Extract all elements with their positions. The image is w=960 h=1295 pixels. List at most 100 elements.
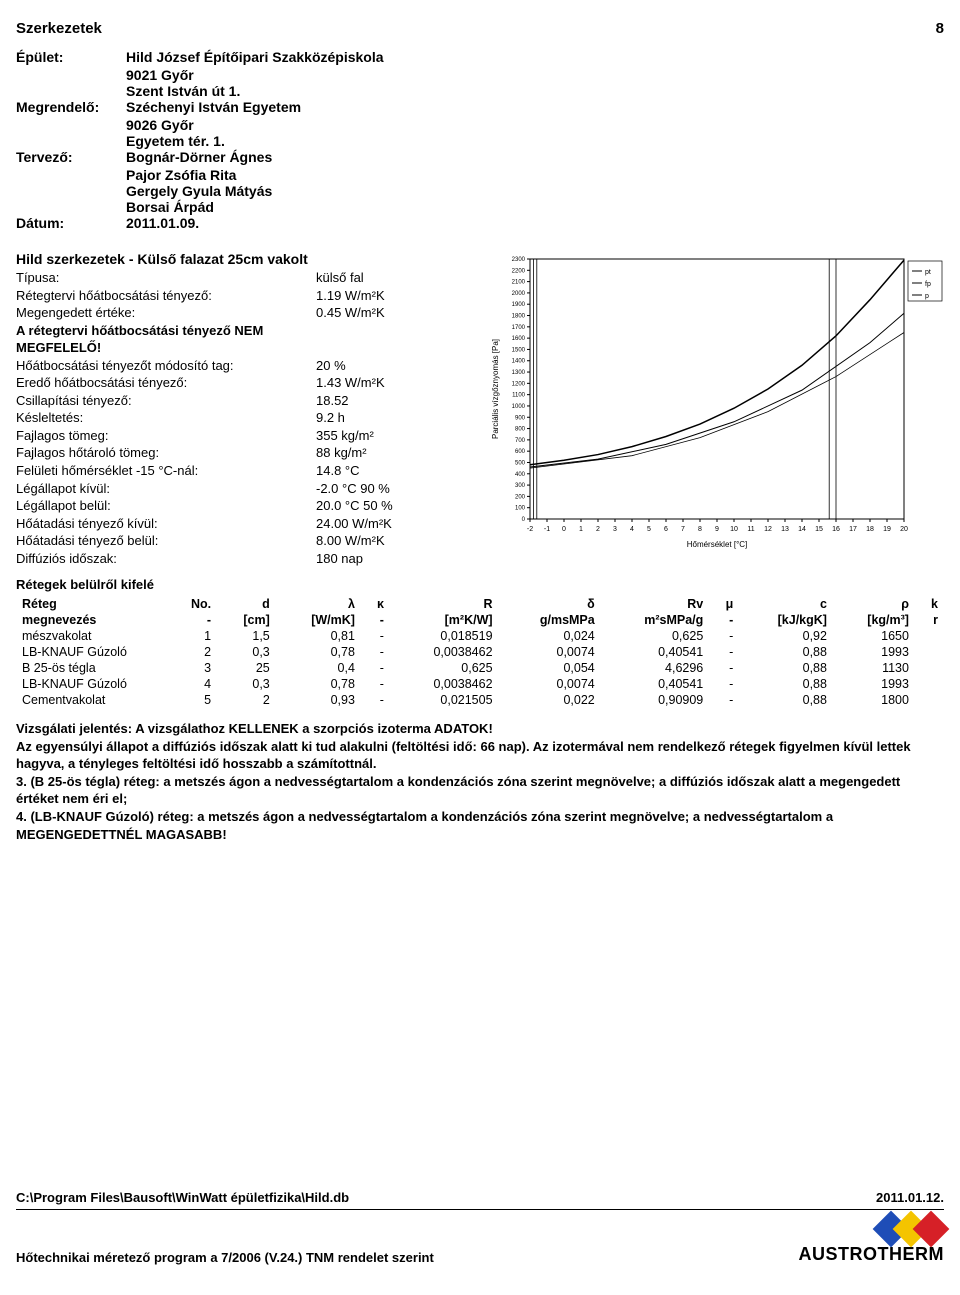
header-value: 2011.01.09. xyxy=(126,215,199,231)
prop-value: 0.45 W/m²K xyxy=(316,304,476,322)
col-header: μ xyxy=(709,596,739,612)
cell: 0,625 xyxy=(601,628,710,644)
col-header: c xyxy=(739,596,833,612)
cell: Cementvakolat xyxy=(16,692,168,708)
prop-value: 20.0 °C 50 % xyxy=(316,497,476,515)
svg-text:1600: 1600 xyxy=(512,336,526,342)
cell: - xyxy=(361,628,390,644)
cell: 0,054 xyxy=(499,660,601,676)
svg-text:7: 7 xyxy=(681,526,685,533)
svg-text:2100: 2100 xyxy=(512,280,526,286)
header-subvalue: Borsai Árpád xyxy=(126,199,944,215)
cell: - xyxy=(361,676,390,692)
svg-text:100: 100 xyxy=(515,506,526,512)
cell: 0,625 xyxy=(390,660,499,676)
cell: 0,021505 xyxy=(390,692,499,708)
svg-text:11: 11 xyxy=(747,526,754,533)
prop-value xyxy=(316,322,476,357)
col-header: k xyxy=(915,596,944,612)
prop-value: 88 kg/m² xyxy=(316,444,476,462)
svg-text:2000: 2000 xyxy=(512,291,526,297)
cell: 1800 xyxy=(833,692,915,708)
prop-value: külső fal xyxy=(316,269,476,287)
svg-text:8: 8 xyxy=(698,526,702,533)
svg-text:1200: 1200 xyxy=(512,381,526,387)
prop-label: Rétegtervi hőátbocsátási tényező: xyxy=(16,287,316,305)
cell: 25 xyxy=(217,660,276,676)
svg-text:-2: -2 xyxy=(527,526,533,533)
svg-text:9: 9 xyxy=(715,526,719,533)
cell: 0,018519 xyxy=(390,628,499,644)
footer-path: C:\Program Files\Bausoft\WinWatt épületf… xyxy=(16,1190,349,1205)
cell: - xyxy=(709,628,739,644)
note-line: 3. (B 25-ös tégla) réteg: a metszés ágon… xyxy=(16,773,944,808)
prop-label: Típusa: xyxy=(16,269,316,287)
layers-table: RétegNo.dλκRδRvμcρkmegnevezés-[cm][W/mK]… xyxy=(16,596,944,708)
cell: LB-KNAUF Gúzoló xyxy=(16,676,168,692)
header-value: Bognár-Dörner Ágnes xyxy=(126,149,272,165)
svg-text:5: 5 xyxy=(647,526,651,533)
svg-text:2200: 2200 xyxy=(512,268,526,274)
col-header: g/msMPa xyxy=(499,612,601,628)
header-label: Megrendelő: xyxy=(16,99,126,115)
footer: C:\Program Files\Bausoft\WinWatt épületf… xyxy=(16,1190,944,1265)
cell: 0,78 xyxy=(276,644,361,660)
cell: 1650 xyxy=(833,628,915,644)
cell: 0,4 xyxy=(276,660,361,676)
note-line: Az egyensúlyi állapot a diffúziós idősza… xyxy=(16,738,944,773)
svg-text:pt: pt xyxy=(925,269,931,276)
prop-label: Diffúziós időszak: xyxy=(16,550,316,568)
prop-label: Hőátadási tényező kívül: xyxy=(16,515,316,533)
col-header: No. xyxy=(168,596,217,612)
cell: - xyxy=(361,692,390,708)
cell: B 25-ös tégla xyxy=(16,660,168,676)
svg-text:10: 10 xyxy=(730,526,738,533)
page-number: 8 xyxy=(936,20,944,37)
svg-text:13: 13 xyxy=(781,526,789,533)
svg-text:19: 19 xyxy=(883,526,891,533)
cell: 0,3 xyxy=(217,644,276,660)
svg-text:900: 900 xyxy=(515,415,526,421)
cell: 0,90909 xyxy=(601,692,710,708)
cell: 0,93 xyxy=(276,692,361,708)
logo-text: AUSTROTHERM xyxy=(799,1244,945,1265)
cell: mészvakolat xyxy=(16,628,168,644)
col-header: r xyxy=(915,612,944,628)
col-header: λ xyxy=(276,596,361,612)
cell: 0,88 xyxy=(739,660,833,676)
table-row: Cementvakolat520,93-0,0215050,0220,90909… xyxy=(16,692,944,708)
svg-text:18: 18 xyxy=(866,526,874,533)
col-header: Rv xyxy=(601,596,710,612)
cell: 0,40541 xyxy=(601,644,710,660)
prop-label: A rétegtervi hőátbocsátási tényező NEM M… xyxy=(16,322,316,357)
col-header: ρ xyxy=(833,596,915,612)
svg-text:800: 800 xyxy=(515,427,526,433)
header-label: Épület: xyxy=(16,49,126,65)
prop-value: 20 % xyxy=(316,357,476,375)
header-block: Épület:Hild József Építőipari Szakközépi… xyxy=(16,49,944,231)
prop-label: Csillapítási tényező: xyxy=(16,392,316,410)
cell: 0,0038462 xyxy=(390,676,499,692)
cell xyxy=(915,628,944,644)
cell: 4,6296 xyxy=(601,660,710,676)
vapor-pressure-chart: 0100200300400500600700800900100011001200… xyxy=(486,251,946,551)
prop-value: 24.00 W/m²K xyxy=(316,515,476,533)
svg-text:400: 400 xyxy=(515,472,526,478)
svg-text:16: 16 xyxy=(832,526,840,533)
svg-text:Hőmérséklet [°C]: Hőmérséklet [°C] xyxy=(687,540,748,549)
prop-value: 18.52 xyxy=(316,392,476,410)
svg-text:Parciális vízgőznyomás [Pa]: Parciális vízgőznyomás [Pa] xyxy=(491,339,500,439)
cell xyxy=(915,644,944,660)
col-header: Réteg xyxy=(16,596,168,612)
col-header: m²sMPa/g xyxy=(601,612,710,628)
cell: 1130 xyxy=(833,660,915,676)
prop-value: 1.19 W/m²K xyxy=(316,287,476,305)
header-subvalue: Egyetem tér. 1. xyxy=(126,133,944,149)
col-header: megnevezés xyxy=(16,612,168,628)
cell: - xyxy=(361,660,390,676)
prop-value: 8.00 W/m²K xyxy=(316,532,476,550)
svg-text:1800: 1800 xyxy=(512,314,526,320)
prop-label: Légállapot belül: xyxy=(16,497,316,515)
prop-label: Fajlagos hőtároló tömeg: xyxy=(16,444,316,462)
col-header: [W/mK] xyxy=(276,612,361,628)
